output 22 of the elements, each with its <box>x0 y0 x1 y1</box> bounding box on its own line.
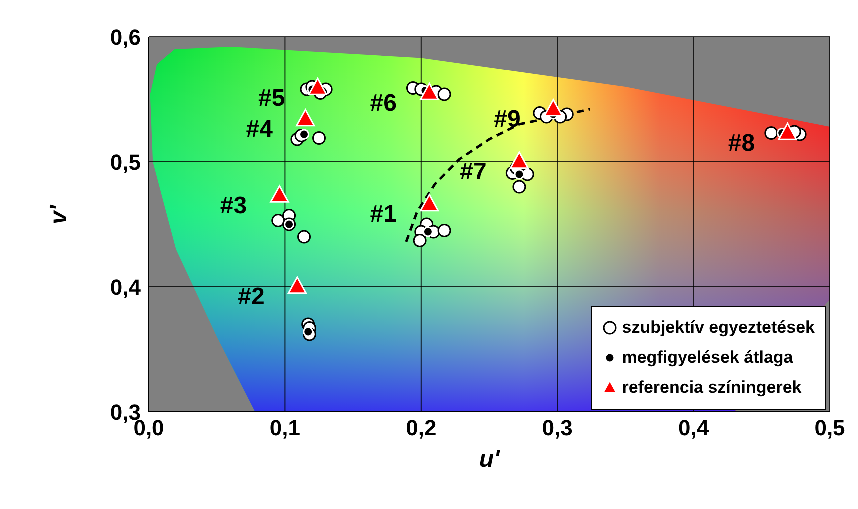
annotation: #9 <box>494 106 521 133</box>
x-tick-label: 0,3 <box>542 416 573 441</box>
annotation: #1 <box>370 201 397 228</box>
annotation: #8 <box>728 130 756 157</box>
x-tick-label: 0,4 <box>678 416 710 441</box>
x-tick-label: 0,2 <box>406 416 437 441</box>
y-axis-title: v' <box>46 204 73 224</box>
x-axis-title: u' <box>479 446 501 474</box>
annotation: #2 <box>238 284 265 310</box>
x-tick-label: 0,5 <box>814 416 846 441</box>
annotation: #3 <box>220 192 248 220</box>
annotation: #6 <box>370 90 397 117</box>
annotation: #4 <box>246 116 274 143</box>
y-tick-label: 0,5 <box>110 150 141 175</box>
annotation: #5 <box>258 84 286 112</box>
y-tick-label: 0,6 <box>110 24 141 50</box>
annotation: #7 <box>460 158 487 186</box>
legend-label: megfigyelések átlaga <box>622 347 794 369</box>
legend-label: referencia színingerek <box>622 377 802 399</box>
legend-label: szubjektív egyeztetések <box>622 317 815 339</box>
x-tick-label: 0,1 <box>270 416 300 441</box>
y-tick-label: 0,4 <box>110 274 142 300</box>
